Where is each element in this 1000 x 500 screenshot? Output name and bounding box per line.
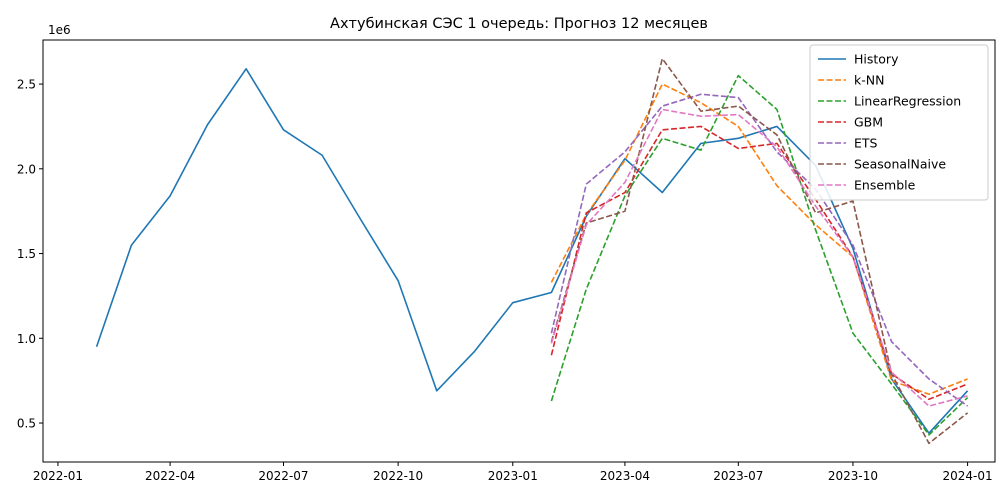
y-tick-label: 0.5 [17, 417, 36, 431]
series-line-linearregression [550, 74, 969, 436]
y-tick-label: 2.0 [17, 162, 36, 176]
x-tick-label: 2022-07 [258, 469, 308, 483]
legend: History k-NN LinearRegression GBM ETS Seasona… [809, 44, 989, 201]
legend-box [809, 44, 989, 201]
plot-frame [42, 39, 996, 463]
x-tick-label: 2024-01 [943, 469, 993, 483]
series-line-seasonalnaive [550, 57, 969, 445]
series-line-ensemble [550, 108, 968, 407]
x-tick-label: 2022-01 [33, 469, 83, 483]
chart-title: Ахтубинская СЭС 1 очередь: Прогноз 12 ме… [330, 16, 708, 32]
legend-label: SeasonalNaive [854, 157, 946, 172]
x-tick-label: 2023-01 [488, 469, 538, 483]
x-tick-label: 2023-10 [828, 469, 878, 483]
y-axis: 0.5 1.0 1.5 2.0 2.5 [17, 78, 43, 431]
x-tick-label: 2023-04 [600, 469, 650, 483]
series-line-k-nn [550, 83, 968, 396]
series-line-gbm [550, 125, 968, 401]
legend-label: Ensemble [854, 178, 916, 193]
legend-label: LinearRegression [854, 94, 961, 109]
x-tick-label: 2022-10 [373, 469, 423, 483]
legend-label: k-NN [854, 73, 884, 88]
x-axis: 2022-01 2022-04 2022-07 2022-10 2023-01 2023-… [33, 462, 993, 483]
x-tick-label: 2023-07 [713, 469, 763, 483]
y-tick-label: 1.5 [17, 247, 36, 261]
x-tick-label: 2022-04 [145, 469, 195, 483]
legend-label: History [854, 52, 899, 67]
y-tick-label: 2.5 [17, 78, 36, 92]
legend-label: GBM [854, 115, 883, 130]
series-line-ets [550, 93, 969, 407]
y-tick-label: 1.0 [17, 332, 36, 346]
y-axis-scale-label: 1e6 [48, 23, 71, 37]
legend-label: ETS [854, 136, 878, 151]
